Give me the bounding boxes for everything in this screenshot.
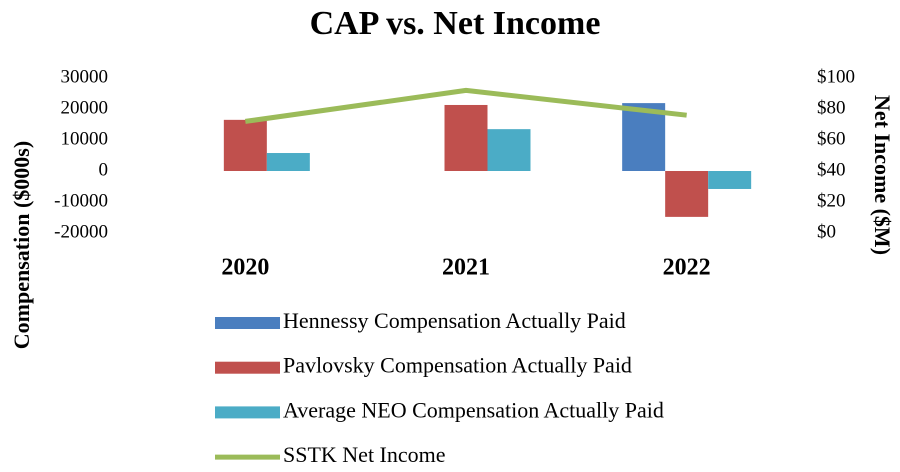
legend-swatch (215, 361, 280, 374)
x-tick-label: 2020 (221, 255, 269, 281)
legend-label: SSTK Net Income (283, 442, 446, 467)
y-tick-label: 10000 (61, 128, 109, 149)
x-tick-label: 2021 (442, 255, 490, 281)
bar (708, 171, 752, 189)
y2-tick-label: $100 (817, 66, 855, 87)
y2-tick-label: $80 (817, 97, 846, 118)
legend-swatch (215, 317, 280, 329)
y-tick-label: -10000 (54, 190, 108, 211)
y2-axis-label: Net Income ($M) (870, 95, 895, 255)
bar (665, 171, 709, 217)
y2-tick-label: $20 (817, 190, 846, 211)
y-axis-label: Compensation ($000s) (9, 141, 34, 349)
legend-swatch (215, 406, 280, 419)
y-tick-label: -20000 (54, 221, 108, 242)
line (244, 87, 687, 124)
legend-label: Average NEO Compensation Actually Paid (283, 397, 664, 422)
y2-tick-label: $0 (817, 221, 836, 242)
y2-tick-label: $40 (817, 159, 846, 180)
legend-label: Hennessy Compensation Actually Paid (283, 308, 626, 333)
y-tick-label: 20000 (61, 97, 109, 118)
y-tick-label: 0 (99, 159, 109, 180)
legend-label: Pavlovsky Compensation Actually Paid (283, 353, 632, 378)
bar (487, 129, 531, 171)
bar (266, 153, 310, 171)
bar (444, 104, 488, 171)
y-tick-label: 30000 (61, 66, 109, 87)
bar (223, 119, 267, 171)
y2-tick-label: $60 (817, 128, 846, 149)
x-tick-label: 2022 (663, 255, 711, 281)
chart-title: CAP vs. Net Income (310, 5, 601, 42)
